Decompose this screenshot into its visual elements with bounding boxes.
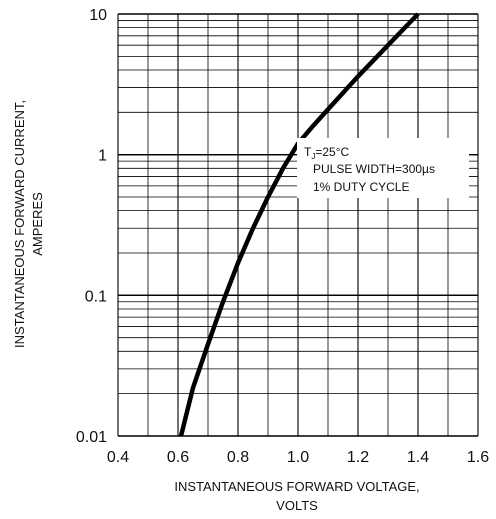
x-tick-label: 0.6 xyxy=(167,449,189,466)
x-tick-label: 1.6 xyxy=(467,449,489,466)
grid-lines xyxy=(117,13,479,437)
annotation-tj-value: =25°C xyxy=(315,145,349,159)
x-tick-label: 1.4 xyxy=(407,449,429,466)
y-tick-labels: 0.01 0.1 1 10 xyxy=(76,7,107,446)
x-axis-label-line-2: VOLTS xyxy=(276,498,318,513)
annotation-duty-cycle: 1% DUTY CYCLE xyxy=(313,180,409,194)
annotation-tj-subscript: J xyxy=(311,152,315,161)
x-axis-label-line-1: INSTANTANEOUS FORWARD VOLTAGE, xyxy=(174,479,419,494)
forward-current-curve xyxy=(178,12,420,437)
annotation-pulse-width: PULSE WIDTH=300µs xyxy=(313,162,435,176)
annotation-tj-main: T xyxy=(304,145,312,159)
y-tick-label: 10 xyxy=(89,7,107,24)
annotation-block: TJ=25°C PULSE WIDTH=300µs 1% DUTY CYCLE xyxy=(297,138,469,198)
y-axis-label-line-1: INSTANTANEOUS FORWARD CURRENT, xyxy=(12,100,27,348)
y-tick-label: 1 xyxy=(98,148,107,165)
x-tick-label: 0.4 xyxy=(107,449,129,466)
data-curve-group xyxy=(178,12,420,437)
y-tick-label: 0.01 xyxy=(76,429,107,446)
x-tick-label: 1.2 xyxy=(347,449,369,466)
x-tick-label: 0.8 xyxy=(227,449,249,466)
x-tick-label: 1.0 xyxy=(287,449,309,466)
annotation-tj: TJ=25°C xyxy=(304,145,349,161)
y-axis-label-line-2: AMPERES xyxy=(30,192,45,256)
x-tick-labels: 0.4 0.6 0.8 1.0 1.2 1.4 1.6 xyxy=(107,449,489,466)
annotation-background xyxy=(297,138,469,198)
y-tick-label: 0.1 xyxy=(85,288,107,305)
